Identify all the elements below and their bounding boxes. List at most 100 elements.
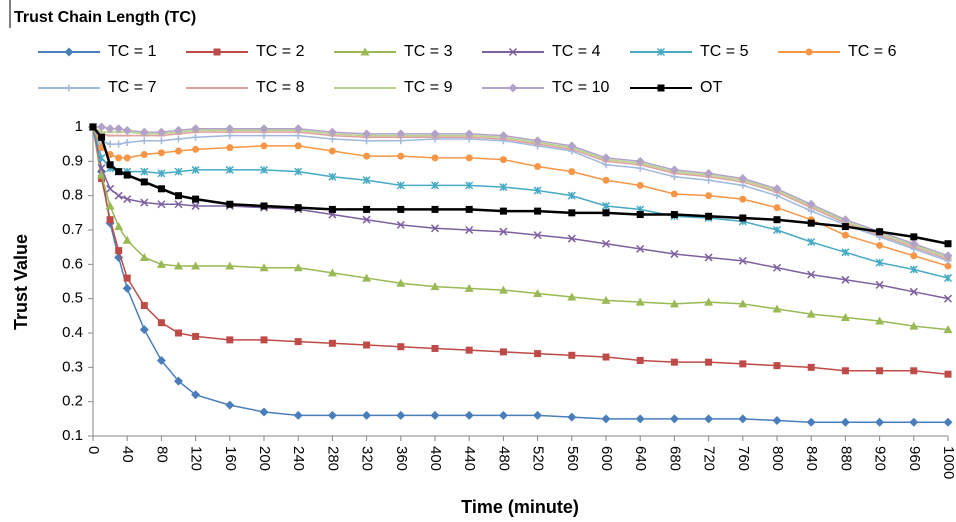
marker [910,252,918,260]
marker [534,162,542,170]
legend-item: TC = 5 [630,43,749,60]
marker [174,167,183,176]
marker [139,252,149,261]
marker [533,410,543,420]
marker [175,192,182,200]
marker [841,275,850,284]
marker [328,172,337,181]
series [88,122,953,427]
marker [431,154,439,162]
marker [568,351,576,359]
marker [397,137,405,145]
marker [773,362,781,370]
marker [773,204,781,212]
marker [430,410,440,420]
marker [875,417,885,427]
marker [739,214,747,222]
marker [157,185,165,193]
marker [260,142,268,150]
legend-label: TC = 9 [404,79,453,96]
marker [64,47,74,57]
legend-label: OT [700,79,722,96]
marker [465,181,474,190]
marker [363,152,371,160]
marker [140,150,148,158]
marker [670,358,678,366]
marker [807,207,815,215]
marker [213,48,221,56]
x-tick-label: 960 [906,446,923,471]
marker [944,370,952,378]
marker [174,125,183,135]
y-tick-label: 0.6 [62,255,83,272]
x-tick-label: 240 [290,446,307,471]
marker [430,282,440,291]
marker [910,233,918,241]
legend-label: TC = 10 [552,79,609,96]
marker [97,170,107,179]
marker [533,186,542,195]
marker [294,142,302,150]
marker [636,211,644,219]
x-tick-label: 80 [153,446,170,463]
legend-item: TC = 2 [186,43,305,60]
marker [140,167,149,176]
marker [362,273,372,282]
marker [259,263,269,272]
marker [226,132,234,140]
marker [705,192,713,200]
marker [806,309,816,318]
marker [876,367,884,375]
marker [396,220,405,229]
marker [259,407,269,417]
marker [738,256,747,265]
marker [363,341,371,349]
marker [174,261,183,270]
marker [567,412,577,422]
marker [499,227,508,236]
marker [157,137,165,145]
series-line [92,126,948,424]
x-tick-label: 360 [393,446,410,471]
marker [139,325,149,335]
marker [657,84,665,92]
marker [294,167,303,176]
marker [123,274,131,282]
marker [533,289,543,298]
marker [943,294,953,303]
marker [909,265,918,274]
legend-item: TC = 6 [778,43,897,60]
y-tick-label: 0.7 [62,221,83,238]
marker [464,410,474,420]
marker [944,240,952,248]
marker [327,268,337,277]
marker [498,285,508,294]
legend-item: TC = 9 [334,79,453,96]
marker [430,129,440,139]
marker [328,147,336,155]
marker [226,144,234,152]
marker [192,133,200,141]
marker [601,295,611,304]
marker [293,124,303,134]
marker [705,212,713,220]
marker [175,135,182,143]
marker [192,332,200,340]
series [89,123,952,378]
marker [602,353,610,361]
marker [175,329,182,337]
marker [294,132,302,140]
legend-label: TC = 7 [108,79,157,96]
marker [397,343,405,351]
marker [670,190,678,198]
marker [738,174,748,183]
marker [841,231,849,239]
marker [669,414,679,424]
legend-label: TC = 5 [700,43,749,60]
series-line [92,126,949,262]
x-tick-label: 400 [427,446,444,471]
marker [635,414,645,424]
legend-label: TC = 4 [552,43,601,60]
marker [704,297,714,306]
x-tick-label: 800 [769,446,786,471]
